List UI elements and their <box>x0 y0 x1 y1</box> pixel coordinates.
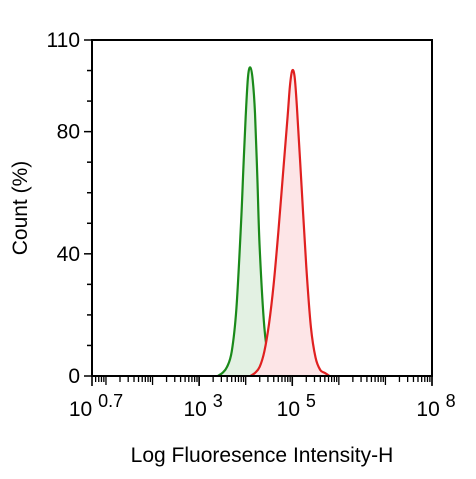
tick-layer: 0 40 80 110 10 0.7 10 3 10 5 10 8 <box>47 29 456 421</box>
x-tick-label: 10 5 <box>277 391 316 421</box>
series-1-line <box>217 66 279 377</box>
x-tick-label: 10 0.7 <box>69 391 123 421</box>
series-2-area <box>250 69 330 376</box>
y-tick-label: 80 <box>57 121 80 144</box>
plot-frame <box>91 39 433 377</box>
series-1-area <box>217 67 279 376</box>
series-layer <box>217 66 331 377</box>
x-axis-title: Log Fluoresence Intensity-H <box>131 444 394 467</box>
y-tick-label: 110 <box>47 29 80 52</box>
y-tick-label: 0 <box>68 365 80 388</box>
series-2 <box>249 68 331 377</box>
y-tick-label: 40 <box>57 243 80 266</box>
series-2-line <box>249 68 331 377</box>
y-axis-title: Count (%) <box>9 161 32 256</box>
x-tick-label: 10 8 <box>416 391 455 421</box>
series-1 <box>217 66 279 377</box>
x-tick-label: 10 3 <box>184 391 223 421</box>
